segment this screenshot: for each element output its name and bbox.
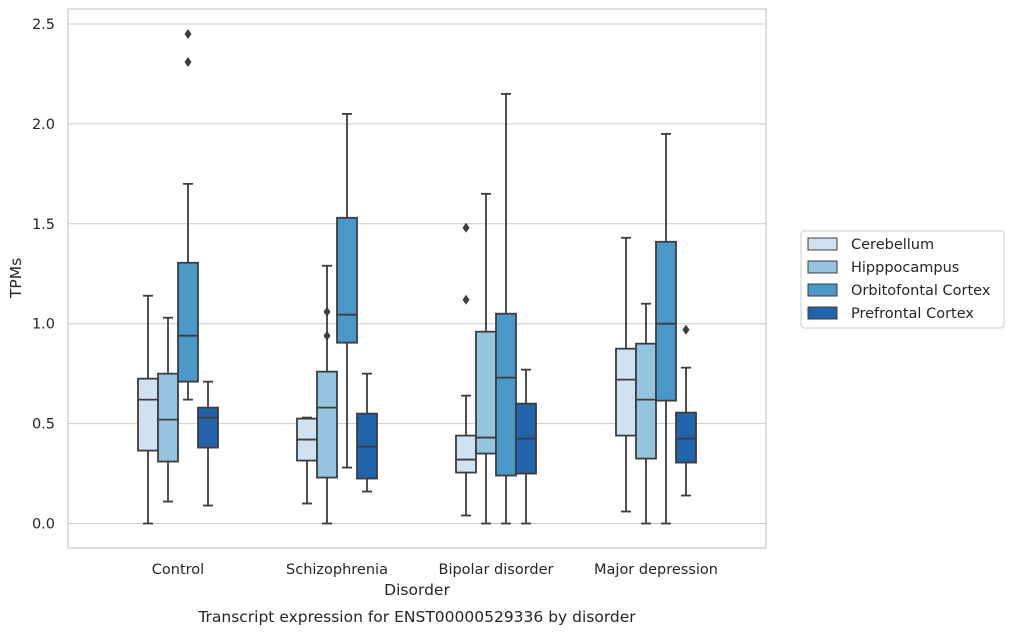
legend-label: Prefrontal Cortex xyxy=(851,306,974,322)
box-orbitofontal-cortex-1 xyxy=(336,113,358,469)
y-axis-label: TPMs xyxy=(7,258,25,299)
box-iqr xyxy=(475,330,497,455)
box-iqr xyxy=(177,261,199,383)
box-cerebellum-2 xyxy=(455,222,477,517)
outlier-point xyxy=(462,294,470,305)
y-tick-label: 0.0 xyxy=(32,517,55,533)
box-orbitofontal-cortex-0 xyxy=(177,28,199,401)
box-hipppocampus-0 xyxy=(157,316,179,503)
box-iqr xyxy=(655,240,677,402)
box-iqr xyxy=(495,312,517,477)
box-prefrontal-cortex-0 xyxy=(197,380,219,507)
box-iqr xyxy=(197,406,219,449)
box-hipppocampus-3 xyxy=(635,302,657,525)
outlier-point xyxy=(682,324,690,335)
legend-label: Cerebellum xyxy=(851,237,934,253)
box-iqr xyxy=(455,434,477,474)
legend-swatch xyxy=(807,306,838,320)
y-tick-label: 1.5 xyxy=(32,217,55,233)
outlier-point xyxy=(184,56,192,67)
x-tick-label: Control xyxy=(152,562,204,578)
box-iqr xyxy=(137,377,159,452)
box-iqr xyxy=(316,370,338,479)
box-iqr xyxy=(615,347,637,437)
box-cerebellum-1 xyxy=(296,416,318,505)
x-axis-label: Disorder xyxy=(384,581,450,599)
legend: Cerebellum Hipppocampus Orbitofontal Corte… xyxy=(800,230,1005,329)
outlier-point xyxy=(323,330,331,341)
box-prefrontal-cortex-1 xyxy=(356,372,378,493)
box-hipppocampus-1 xyxy=(316,264,338,525)
y-tick-label: 1.0 xyxy=(32,317,55,333)
legend-swatch xyxy=(807,237,838,251)
legend-swatch xyxy=(807,283,838,297)
x-axis-ticks: Control Schizophrenia Bipolar disorder Majo… xyxy=(152,562,718,578)
box-hipppocampus-2 xyxy=(475,192,497,525)
legend-frame xyxy=(800,230,1005,329)
box-cerebellum-3 xyxy=(615,236,637,513)
y-tick-label: 2.5 xyxy=(32,17,55,33)
box-orbitofontal-cortex-3 xyxy=(655,132,677,525)
outlier-point xyxy=(184,28,192,39)
box-prefrontal-cortex-3 xyxy=(675,324,697,497)
chart-caption: Transcript expression for ENST0000052933… xyxy=(197,608,636,626)
x-tick-label: Schizophrenia xyxy=(286,562,388,578)
box-iqr xyxy=(336,216,358,344)
outlier-point xyxy=(323,306,331,317)
box-iqr xyxy=(675,411,697,464)
legend-label: Orbitofontal Cortex xyxy=(851,283,991,299)
box-iqr xyxy=(157,372,179,463)
y-tick-label: 0.5 xyxy=(32,417,55,433)
y-tick-label: 2.0 xyxy=(32,117,55,133)
plot-frame xyxy=(67,8,767,549)
box-orbitofontal-cortex-2 xyxy=(495,93,517,525)
box-cerebellum-0 xyxy=(137,294,159,525)
legend-label: Hipppocampus xyxy=(851,260,959,276)
x-tick-label: Bipolar disorder xyxy=(439,562,554,578)
outlier-point xyxy=(462,222,470,233)
x-tick-label: Major depression xyxy=(594,562,718,578)
box-iqr xyxy=(635,342,657,460)
box-prefrontal-cortex-2 xyxy=(515,368,537,525)
plot-area xyxy=(137,28,697,525)
y-axis-ticks: 0.0 0.5 1.0 1.5 2.0 2.5 xyxy=(32,17,55,533)
legend-swatch xyxy=(807,260,838,274)
